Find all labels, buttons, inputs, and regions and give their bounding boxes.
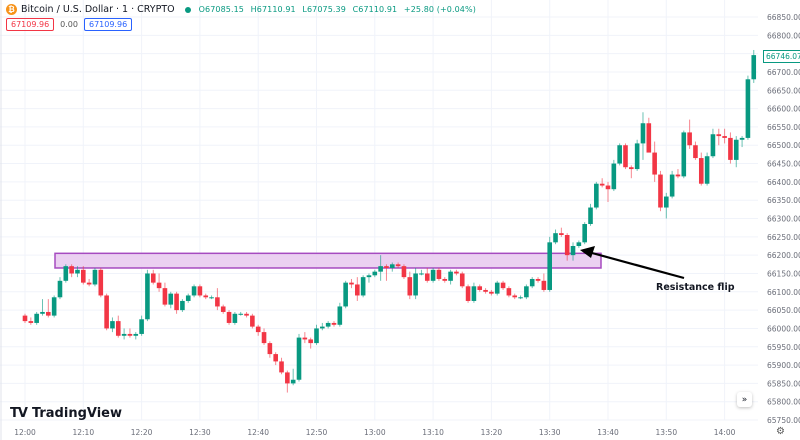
price-tick: 66100.00 <box>767 288 800 297</box>
price-tick: 66300.00 <box>767 215 800 224</box>
price-tick: 66800.00 <box>767 31 800 40</box>
annotation-label: Resistance flip <box>656 282 735 293</box>
price-tick: 66850.00 <box>767 13 800 22</box>
symbol-header: ₿ Bitcoin / U.S. Dollar · 1 · CRYPTO O67… <box>6 4 480 15</box>
market-status-dot <box>184 6 191 13</box>
change-value: +25.80 (+0.04%) <box>403 5 476 14</box>
price-tick: 66650.00 <box>767 86 800 95</box>
price-tick: 66550.00 <box>767 123 800 132</box>
price-tick: 66200.00 <box>767 251 800 260</box>
candles <box>22 49 757 393</box>
price-axis[interactable]: 66850.0066800.0066750.0066700.0066650.00… <box>767 13 800 425</box>
close-value: C67110.91 <box>352 5 398 14</box>
settings-icon[interactable]: ⚙ <box>776 426 785 437</box>
open-value: O67085.15 <box>198 5 244 14</box>
ohlc-values: O67085.15 H67110.91 L67075.39 C67110.91 … <box>199 5 480 14</box>
symbol-title[interactable]: Bitcoin / U.S. Dollar · 1 · CRYPTO <box>21 4 175 15</box>
time-tick: 13:50 <box>655 428 677 437</box>
low-value: L67075.39 <box>302 5 346 14</box>
price-tick: 66350.00 <box>767 196 800 205</box>
spread-value: 0.00 <box>60 20 78 29</box>
time-tick: 12:50 <box>306 428 328 437</box>
time-tick: 13:10 <box>422 428 444 437</box>
time-tick: 14:00 <box>714 428 736 437</box>
time-tick: 12:10 <box>72 428 94 437</box>
price-tick: 66150.00 <box>767 269 800 278</box>
price-tick: 66700.00 <box>767 68 800 77</box>
price-tick: 66000.00 <box>767 324 800 333</box>
price-tick: 66400.00 <box>767 178 800 187</box>
trade-row: 67109.96 0.00 67109.96 <box>6 18 133 31</box>
logo-text: TradingView <box>31 406 122 421</box>
price-tick: 66050.00 <box>767 306 800 315</box>
resistance-zone-rect[interactable] <box>54 252 602 269</box>
price-tick: 66250.00 <box>767 233 800 242</box>
time-tick: 12:30 <box>189 428 211 437</box>
time-tick: 13:20 <box>481 428 503 437</box>
resistance-zone[interactable] <box>54 252 602 269</box>
time-tick: 13:40 <box>597 428 619 437</box>
time-axis[interactable]: 12:00 12:10 12:20 12:30 12:40 12:50 13:00 13:10… <box>14 428 735 437</box>
price-tick: 65800.00 <box>767 398 800 407</box>
price-tick: 65750.00 <box>767 416 800 425</box>
time-tick: 13:30 <box>539 428 561 437</box>
sell-button[interactable]: 67109.96 <box>6 18 55 31</box>
high-value: H67110.91 <box>250 5 296 14</box>
price-tick: 66600.00 <box>767 105 800 114</box>
price-tick: 66500.00 <box>767 141 800 150</box>
price-tick: 65950.00 <box>767 343 800 352</box>
scroll-forward-button[interactable]: » <box>737 392 752 407</box>
last-price-label: 66746.07 <box>763 50 800 63</box>
tradingview-logo[interactable]: 𝗧𝗩 TradingView <box>10 406 122 421</box>
price-tick: 65900.00 <box>767 361 800 370</box>
tradingview-logo-icon: 𝗧𝗩 <box>10 406 28 421</box>
price-tick: 65850.00 <box>767 379 800 388</box>
buy-button[interactable]: 67109.96 <box>83 18 133 31</box>
bitcoin-icon: ₿ <box>6 4 17 15</box>
time-tick: 13:00 <box>364 428 386 437</box>
price-tick: 66450.00 <box>767 160 800 169</box>
time-tick: 12:40 <box>247 428 269 437</box>
time-tick: 12:20 <box>131 428 153 437</box>
time-tick: 12:00 <box>14 428 36 437</box>
chart-grid <box>0 0 758 440</box>
annotation-arrow <box>580 246 685 280</box>
